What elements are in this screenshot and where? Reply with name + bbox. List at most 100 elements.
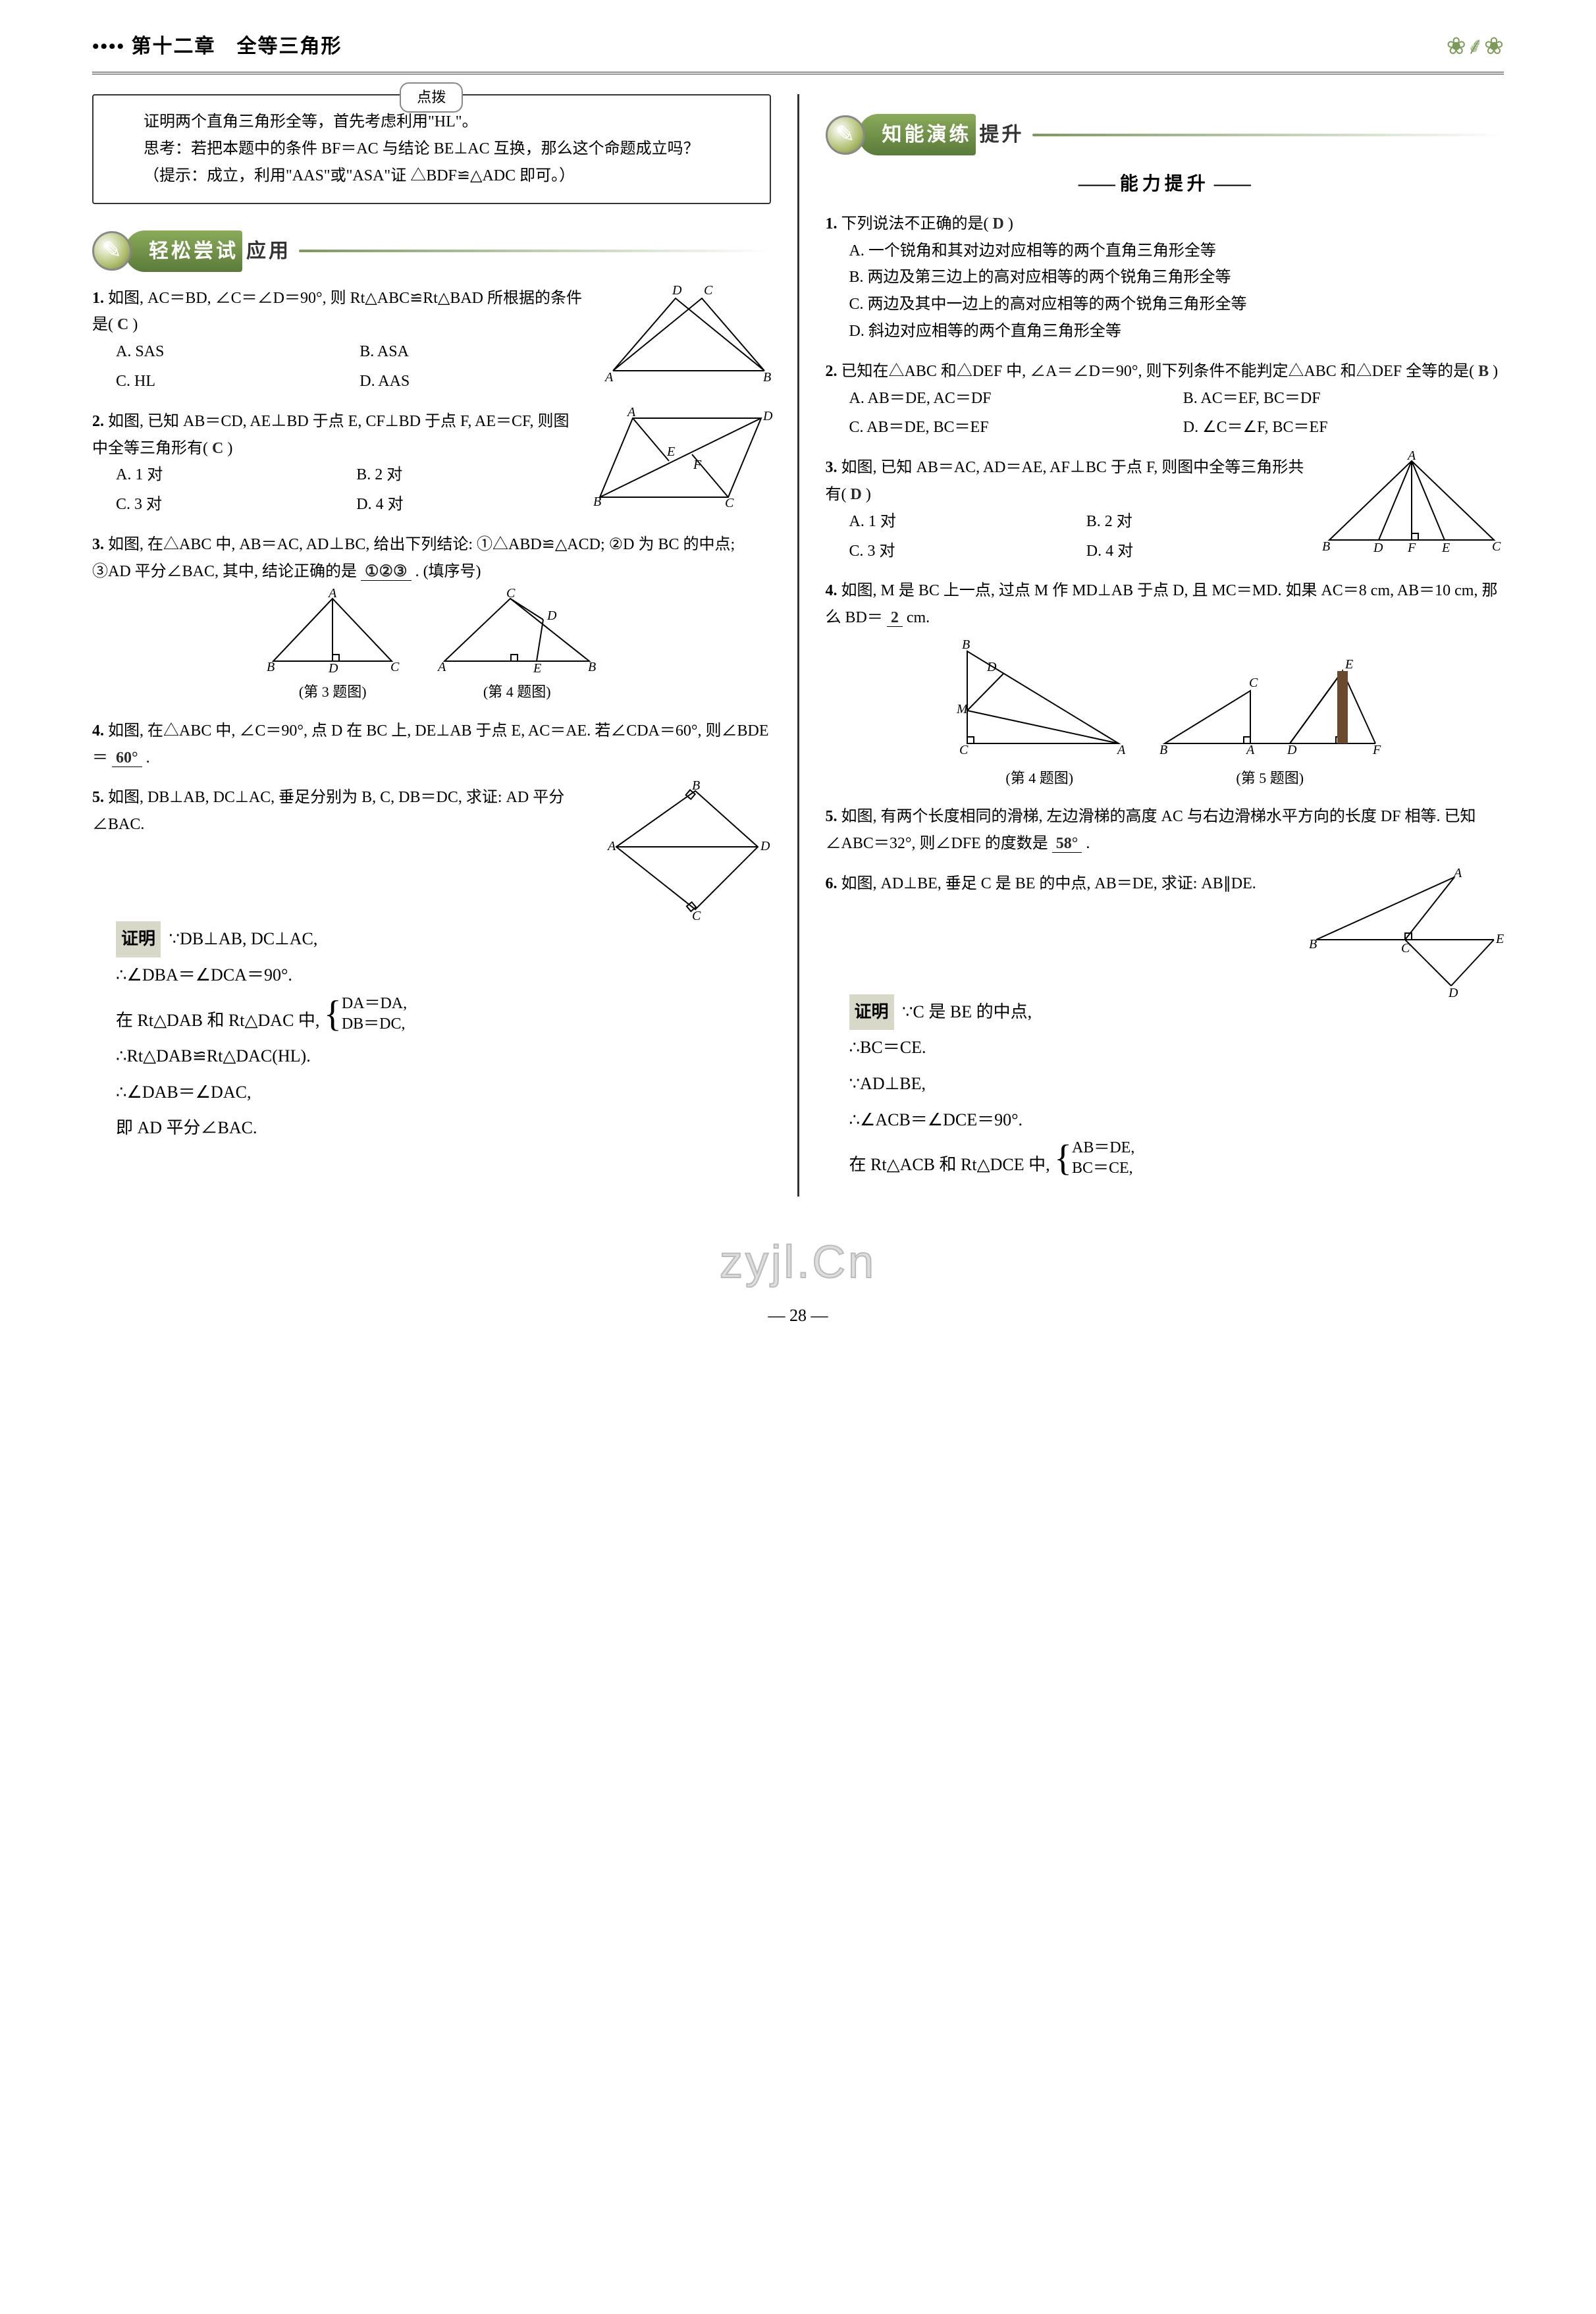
fig4-wrap: CD AEB (第 4 题图)	[431, 592, 602, 705]
q-text: 下列说法不正确的是(	[841, 215, 989, 232]
q-answer: D	[851, 486, 862, 503]
opt-a: A. 1 对	[849, 508, 1073, 535]
svg-text:D: D	[760, 839, 770, 853]
svg-text:C: C	[692, 909, 701, 923]
opt-c: C. 3 对	[849, 538, 1073, 565]
pf-sys1: AB＝DE,	[1072, 1138, 1134, 1158]
svg-text:A: A	[604, 370, 614, 385]
svg-text:A: A	[1452, 866, 1462, 880]
svg-text:D: D	[1287, 743, 1297, 757]
pf-l1: ∵DB⊥AB, DC⊥AC,	[169, 929, 318, 948]
q-close: )	[866, 486, 871, 503]
svg-text:B: B	[1309, 937, 1317, 952]
pf-l2: ∴∠DBA＝∠DCA＝90°.	[116, 957, 771, 994]
left-q1: DC AB 1. 如图, AC＝BD, ∠C＝∠D＝90°, 则 Rt△ABC≌…	[92, 285, 771, 395]
pf-l3: 在 Rt△DAB 和 Rt△DAC 中,	[116, 1011, 319, 1030]
banner-pill: 轻松尝试	[125, 230, 242, 272]
q-text: 如图, 在△ABC 中, ∠C＝90°, 点 D 在 BC 上, DE⊥AB 于…	[92, 722, 768, 767]
banner-tail: 提升	[980, 118, 1024, 151]
svg-text:D: D	[1448, 986, 1458, 1000]
section-banner-left: ✎ 轻松尝试 应用	[92, 230, 771, 272]
opt-c: C. AB＝DE, BC＝EF	[849, 414, 1170, 441]
proof-tag: 证明	[116, 921, 161, 957]
opt-a: A. AB＝DE, AC＝DF	[849, 385, 1170, 412]
svg-text:B: B	[267, 660, 275, 674]
svg-text:A: A	[327, 586, 337, 601]
page-number: — 28 —	[92, 1301, 1504, 1330]
left-column: 点拨 证明两个直角三角形全等，首先考虑利用"HL"。 思考：若把本题中的条件 B…	[92, 94, 771, 1197]
q-num: 3.	[92, 536, 104, 553]
right-q4-figure: BD MC A	[947, 638, 1132, 757]
q-blank: 58°	[1052, 835, 1082, 853]
q-blank: 2	[887, 609, 903, 627]
opt-b: B. 2 对	[356, 462, 583, 489]
figure-row: BD MC A (第 4 题图)	[826, 638, 1504, 790]
right-q6-figure: AB CE D	[1306, 871, 1504, 989]
svg-text:B: B	[588, 660, 596, 674]
svg-text:B: B	[962, 637, 970, 652]
right-q3-figure: A BD FE C	[1319, 454, 1504, 553]
svg-text:B: B	[1159, 743, 1167, 757]
opt-b: B. 两边及第三边上的高对应相等的两个锐角三角形全等	[849, 264, 1504, 291]
svg-text:E: E	[1344, 657, 1353, 672]
q-text: 如图, AD⊥BE, 垂足 C 是 BE 的中点, AB＝DE, 求证: AB∥…	[841, 875, 1256, 892]
q-num: 3.	[826, 459, 838, 476]
fig5-label: (第 5 题图)	[1158, 766, 1382, 790]
banner-pill: 知能演练	[859, 114, 976, 155]
hint-tag: 点拨	[400, 82, 463, 112]
q-tail: cm.	[907, 609, 930, 626]
pf-sys1: DA＝DA,	[342, 994, 407, 1014]
svg-text:E: E	[1495, 932, 1504, 946]
opt-d: D. 斜边对应相等的两个直角三角形全等	[849, 318, 1504, 345]
svg-text:B: B	[1322, 539, 1330, 554]
svg-text:F: F	[1372, 743, 1381, 757]
opt-d: D. 4 对	[1086, 538, 1310, 565]
brush-icon: ✎	[826, 115, 865, 155]
left-q1-figure: DC AB	[600, 285, 771, 384]
svg-text:B: B	[692, 778, 700, 793]
pf-sys2: DB＝DC,	[342, 1014, 407, 1035]
svg-text:B: B	[763, 370, 771, 385]
svg-text:D: D	[762, 409, 773, 423]
svg-text:F: F	[693, 458, 702, 472]
pf-l3: ∵AD⊥BE,	[849, 1066, 1504, 1102]
left-q3: 3. 如图, 在△ABC 中, AB＝AC, AD⊥BC, 给出下列结论: ①△…	[92, 531, 771, 705]
proof-block: 证明 ∵C 是 BE 的中点, ∴BC＝CE. ∵AD⊥BE, ∴∠ACB＝∠D…	[849, 994, 1504, 1183]
right-q5: 5. 如图, 有两个长度相同的滑梯, 左边滑梯的高度 AC 与右边滑梯水平方向的…	[826, 803, 1504, 857]
fig4-wrap: BD MC A (第 4 题图)	[947, 638, 1132, 790]
svg-text:A: A	[1116, 743, 1126, 757]
options: A. SAS B. ASA C. HL D. AAS	[116, 338, 591, 395]
opt-d: D. AAS	[359, 368, 590, 395]
svg-text:E: E	[666, 444, 675, 459]
right-q5-figure: BA C DF E	[1158, 638, 1382, 757]
svg-text:D: D	[672, 283, 682, 298]
opt-b: B. AC＝EF, BC＝DF	[1183, 385, 1504, 412]
brush-icon: ✎	[92, 231, 132, 271]
svg-text:C: C	[1492, 539, 1501, 554]
svg-text:D: D	[546, 608, 557, 623]
q-answer: C	[212, 440, 223, 457]
q-text: 如图, DB⊥AB, DC⊥AC, 垂足分别为 B, C, DB＝DC, 求证:…	[92, 789, 564, 833]
right-q6: AB CE D 6. 如图, AD⊥BE, 垂足 C 是 BE 的中点, AB＝…	[826, 871, 1504, 1183]
q-blank: ①②③	[361, 563, 412, 581]
left-q4-figure: CD AEB	[431, 592, 602, 671]
q-num: 1.	[826, 215, 838, 232]
left-q3-figure: AB DC	[260, 592, 405, 671]
options-stack: A. 一个锐角和其对边对应相等的两个直角三角形全等 B. 两边及第三边上的高对应…	[849, 238, 1504, 345]
hint-line2: 思考：若把本题中的条件 BF＝AC 与结论 BE⊥AC 互换，那么这个命题成立吗…	[112, 136, 751, 163]
pf-l5: 在 Rt△ACB 和 Rt△DCE 中,	[849, 1155, 1050, 1174]
opt-a: A. SAS	[116, 338, 346, 365]
column-divider	[797, 94, 799, 1197]
fig5-wrap: BA C DF E (第 5 题图)	[1158, 638, 1382, 790]
opt-a: A. 1 对	[116, 462, 343, 489]
q-text: 如图, 已知 AB＝CD, AE⊥BD 于点 E, CF⊥BD 于点 F, AE…	[92, 413, 569, 457]
pf-l2: ∴BC＝CE.	[849, 1030, 1504, 1066]
opt-c: C. 3 对	[116, 491, 343, 518]
pf-l6: 即 AD 平分∠BAC.	[116, 1110, 771, 1146]
svg-text:E: E	[1441, 541, 1450, 555]
svg-text:D: D	[1373, 541, 1383, 555]
q-answer: D	[993, 215, 1004, 232]
options: A. 1 对 B. 2 对 C. 3 对 D. 4 对	[116, 462, 584, 518]
banner-tail: 应用	[246, 234, 291, 268]
svg-text:C: C	[1401, 941, 1410, 955]
